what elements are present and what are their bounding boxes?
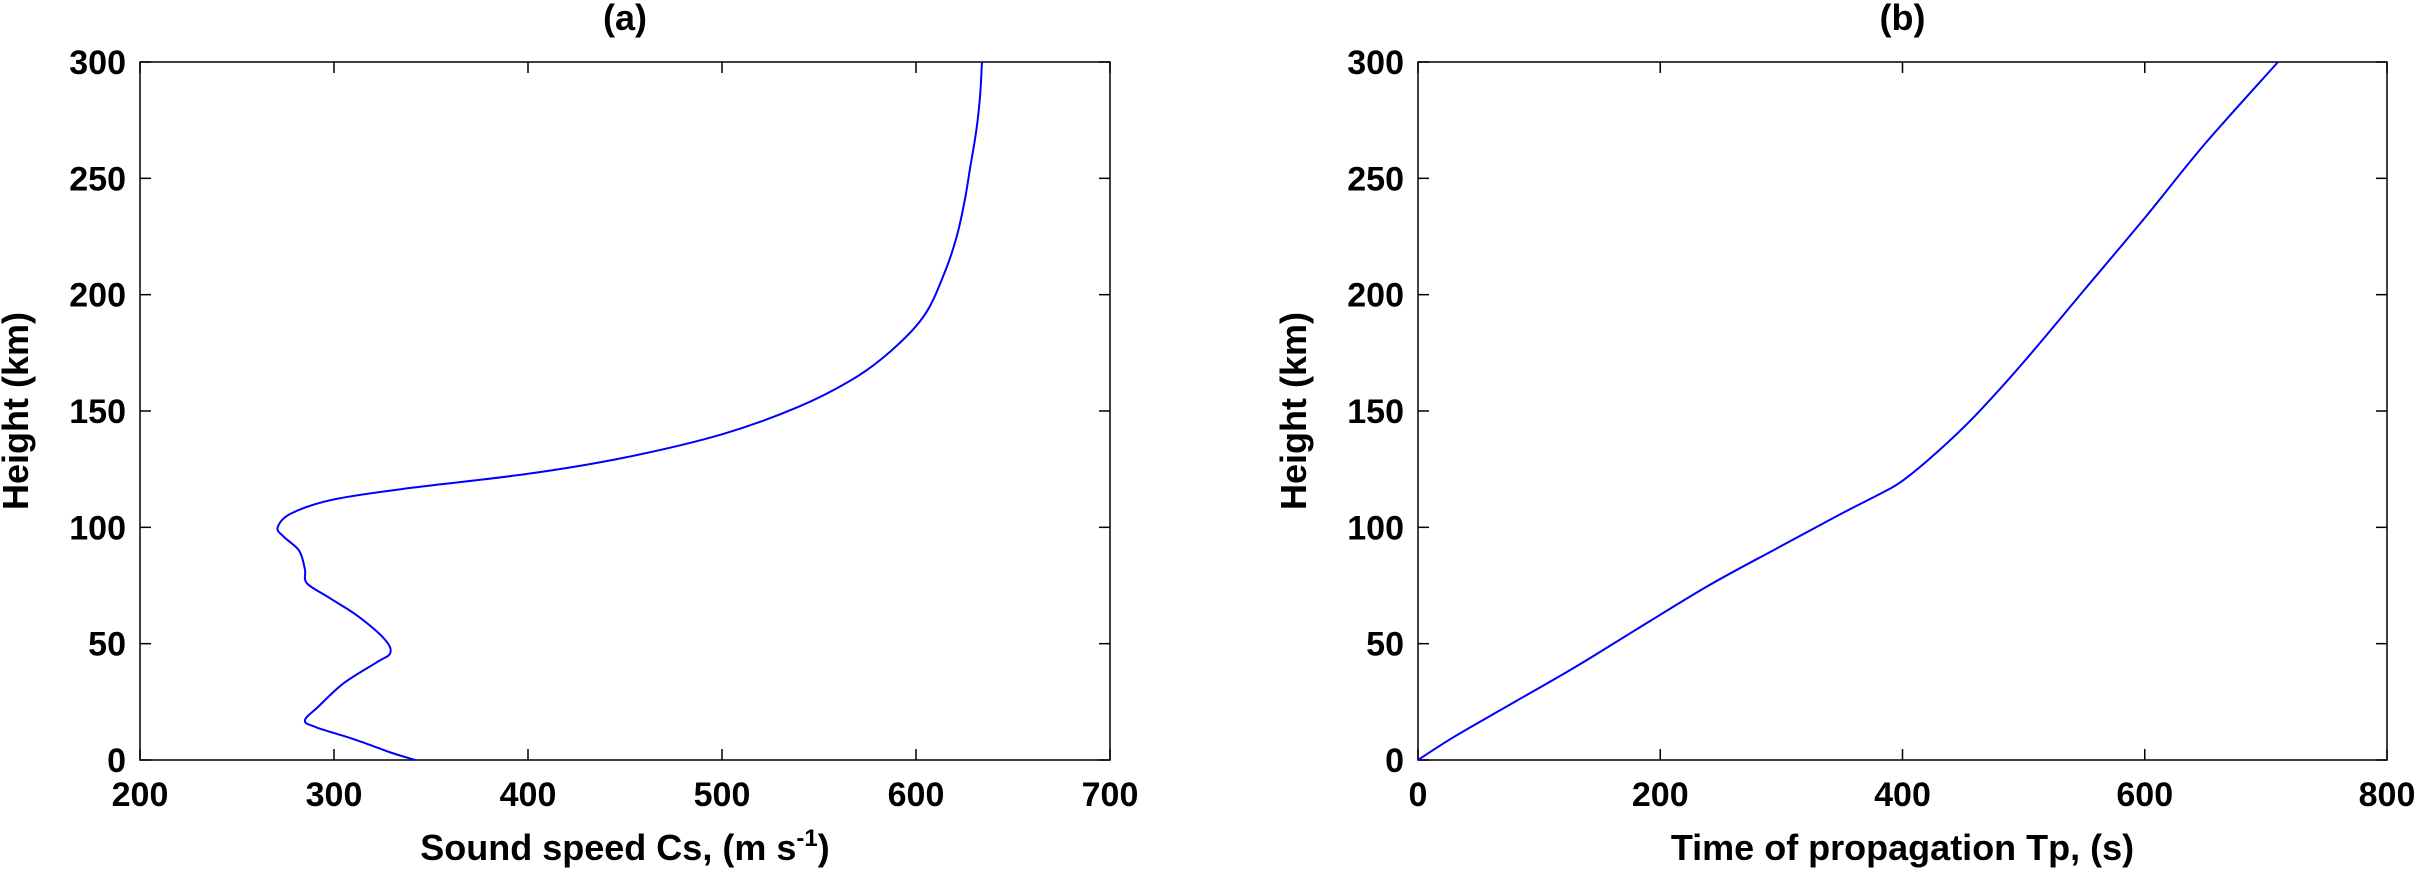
y-tick-label: 100 <box>1347 509 1404 547</box>
y-tick-label: 50 <box>88 626 126 664</box>
x-tick-label: 400 <box>500 776 557 814</box>
x-tick-label: 200 <box>1632 776 1689 814</box>
plot-area <box>139 61 1111 761</box>
chart-panel-a: 200 300 400 500 600 700 0 50 100 150 200 250 300 (a) S… <box>0 0 1138 868</box>
y-tick-label: 50 <box>1366 626 1404 664</box>
x-tick-label: 600 <box>888 776 945 814</box>
y-tick-label: 300 <box>69 44 126 82</box>
y-tick-label: 100 <box>69 509 126 547</box>
x-tick-label: 0 <box>1409 776 1428 814</box>
x-tick-label: 200 <box>112 776 169 814</box>
y-axis-label: Height (km) <box>1273 312 1314 510</box>
y-tick-label: 200 <box>1347 277 1404 315</box>
y-axis-label: Height (km) <box>0 312 36 510</box>
chart-title: (a) <box>603 0 647 38</box>
y-tick-label: 150 <box>1347 393 1404 431</box>
x-axis-label: Time of propagation Tp, (s) <box>1671 827 2134 868</box>
y-tick-label: 200 <box>69 277 126 315</box>
y-tick-label: 250 <box>69 160 126 198</box>
series-line-1 <box>1417 61 2279 761</box>
x-tick-label: 300 <box>306 776 363 814</box>
x-axis-label: Sound speed Cs, (m s-1) <box>420 825 829 868</box>
y-tick-label: 150 <box>69 393 126 431</box>
x-tick-label: 800 <box>2359 776 2416 814</box>
y-tick-label: 0 <box>1385 742 1404 780</box>
series-line-1 <box>276 61 983 761</box>
x-tick-label: 600 <box>2116 776 2173 814</box>
y-tick-label: 300 <box>1347 44 1404 82</box>
x-tick-label: 500 <box>694 776 751 814</box>
chart-panel-b: 0 200 400 600 800 0 50 100 150 200 250 300 (b) Time o… <box>1273 0 2415 868</box>
x-tick-label: 400 <box>1874 776 1931 814</box>
chart-title: (b) <box>1880 0 1926 38</box>
y-tick-label: 250 <box>1347 160 1404 198</box>
y-tick-label: 0 <box>107 742 126 780</box>
plot-area <box>1417 61 2388 761</box>
x-tick-label: 700 <box>1082 776 1139 814</box>
